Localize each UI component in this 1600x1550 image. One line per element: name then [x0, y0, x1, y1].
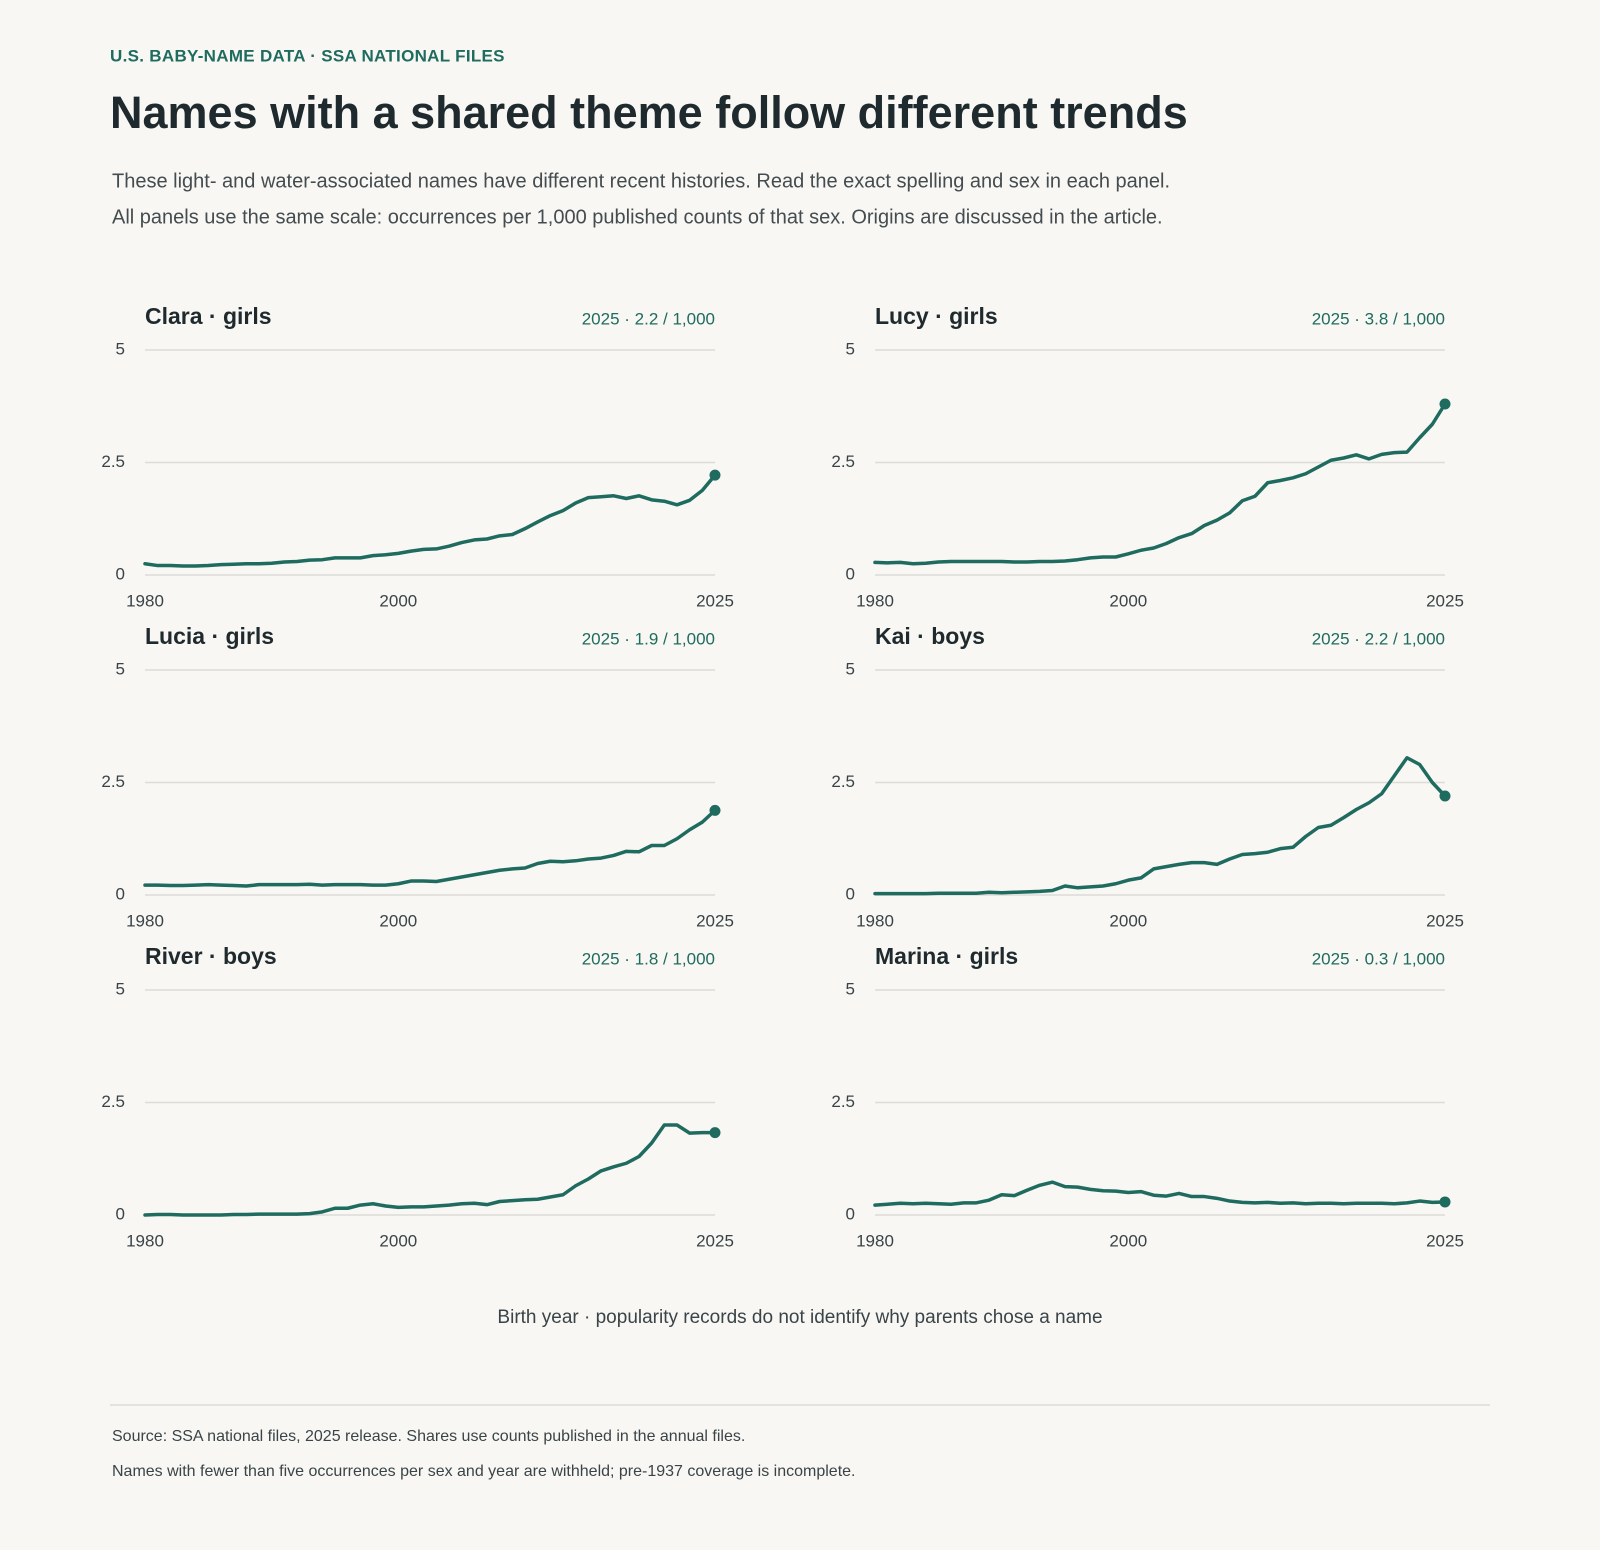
x-tick-label: 2000 [379, 911, 417, 930]
x-tick-label: 2000 [1109, 591, 1147, 610]
x-tick-label: 2025 [696, 591, 734, 610]
y-tick-label: 5 [846, 979, 855, 998]
end-point [1439, 790, 1451, 802]
source-note: Names with fewer than five occurrences p… [112, 1463, 855, 1480]
panel-title: River · boys [145, 943, 277, 969]
panel-annotation: 2025 · 3.8 / 1,000 [1312, 309, 1445, 328]
y-tick-label: 5 [116, 659, 125, 678]
y-tick-label: 0 [846, 884, 855, 903]
kicker: U.S. BABY-NAME DATA · SSA NATIONAL FILES [110, 46, 505, 65]
y-tick-label: 0 [116, 884, 125, 903]
panel-title: Lucia · girls [145, 623, 274, 649]
y-tick-label: 0 [846, 1204, 855, 1223]
subtitle: All panels use the same scale: occurrenc… [112, 206, 1163, 228]
panel-title: Lucy · girls [875, 303, 998, 329]
panel-annotation: 2025 · 2.2 / 1,000 [582, 309, 715, 328]
series-line [873, 756, 1447, 896]
y-tick-label: 2.5 [101, 452, 125, 471]
x-tick-label: 2000 [1109, 1231, 1147, 1250]
panel-annotation: 2025 · 1.9 / 1,000 [582, 629, 715, 648]
y-tick-label: 5 [846, 659, 855, 678]
panel-annotation: 2025 · 1.8 / 1,000 [582, 949, 715, 968]
x-tick-label: 1980 [856, 591, 894, 610]
y-tick-label: 0 [116, 1204, 125, 1223]
source-note: Source: SSA national files, 2025 release… [112, 1428, 745, 1445]
end-point [709, 1127, 721, 1139]
x-tick-label: 2025 [1426, 1231, 1464, 1250]
x-tick-label: 1980 [856, 911, 894, 930]
x-tick-label: 2025 [1426, 591, 1464, 610]
panel-annotation: 2025 · 2.2 / 1,000 [1312, 629, 1445, 648]
x-tick-label: 2025 [696, 911, 734, 930]
series-line [143, 473, 717, 568]
panel-title: Clara · girls [145, 303, 272, 329]
x-tick-label: 2000 [1109, 911, 1147, 930]
series-line [143, 1123, 717, 1217]
y-tick-label: 5 [846, 339, 855, 358]
panel-annotation: 2025 · 0.3 / 1,000 [1312, 949, 1445, 968]
end-point [709, 804, 721, 816]
y-tick-label: 5 [116, 979, 125, 998]
y-tick-label: 2.5 [101, 772, 125, 791]
x-tick-label: 1980 [126, 1231, 164, 1250]
x-tick-label: 2000 [379, 1231, 417, 1250]
x-tick-label: 2025 [1426, 911, 1464, 930]
x-tick-label: 1980 [126, 591, 164, 610]
end-point [1439, 1196, 1451, 1208]
y-tick-label: 5 [116, 339, 125, 358]
y-tick-label: 2.5 [831, 452, 855, 471]
title: Names with a shared theme follow differe… [110, 87, 1188, 138]
series-line [873, 1180, 1447, 1207]
subtitle: These light- and water-associated names … [112, 170, 1170, 192]
series-line [143, 808, 717, 888]
y-tick-label: 2.5 [831, 772, 855, 791]
x-tick-label: 2000 [379, 591, 417, 610]
end-point [709, 469, 721, 481]
y-tick-label: 2.5 [101, 1092, 125, 1111]
x-tick-label: 2025 [696, 1231, 734, 1250]
panel-title: Marina · girls [875, 943, 1018, 969]
panel-title: Kai · boys [875, 623, 985, 649]
series-line [873, 402, 1447, 566]
y-tick-label: 2.5 [831, 1092, 855, 1111]
end-point [1439, 398, 1451, 410]
x-tick-label: 1980 [856, 1231, 894, 1250]
y-tick-label: 0 [846, 564, 855, 583]
x-tick-label: 1980 [126, 911, 164, 930]
y-tick-label: 0 [116, 564, 125, 583]
caption: Birth year · popularity records do not i… [497, 1307, 1102, 1328]
